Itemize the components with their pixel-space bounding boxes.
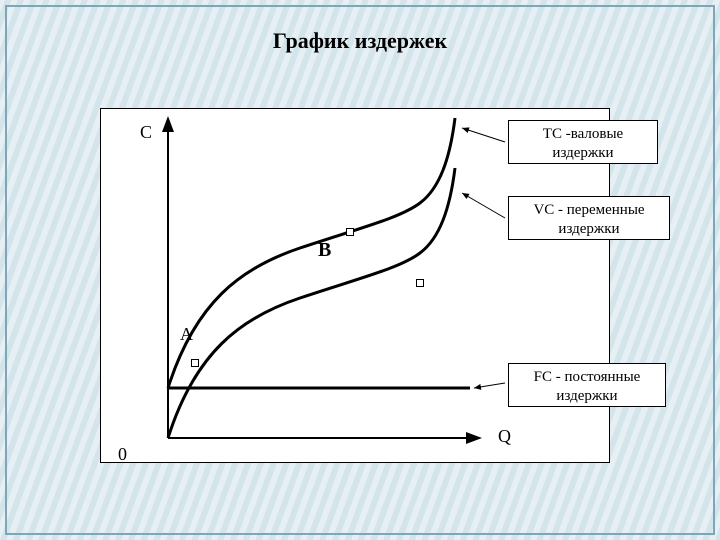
arrow-to-vc	[462, 193, 505, 218]
page-title: График издержек	[0, 28, 720, 54]
marker-b	[347, 229, 354, 236]
legend-vc: VC - переменные издержки	[508, 196, 670, 240]
tc-curve	[168, 118, 455, 388]
legend-vc-line2: издержки	[558, 221, 619, 237]
marker-c	[417, 280, 424, 287]
arrow-to-fc	[474, 383, 505, 388]
legend-fc-line1: FC - постоянные	[534, 369, 641, 385]
x-axis-label: Q	[498, 426, 511, 447]
y-axis-label: C	[140, 122, 152, 143]
legend-fc-line2: издержки	[556, 388, 617, 404]
legend-fc: FC - постоянные издержки	[508, 363, 666, 407]
point-a-label: A	[180, 324, 193, 344]
legend-tc: TC -валовые издержки	[508, 120, 658, 164]
marker-a	[192, 360, 199, 367]
legend-tc-line2: издержки	[552, 145, 613, 161]
slide: График издержек A B	[0, 0, 720, 540]
point-b-label: B	[318, 239, 331, 261]
legend-tc-line1: TC -валовые	[543, 126, 623, 142]
arrow-to-tc	[462, 128, 505, 142]
origin-label: 0	[118, 444, 127, 465]
legend-vc-line1: VC - переменные	[533, 202, 644, 218]
